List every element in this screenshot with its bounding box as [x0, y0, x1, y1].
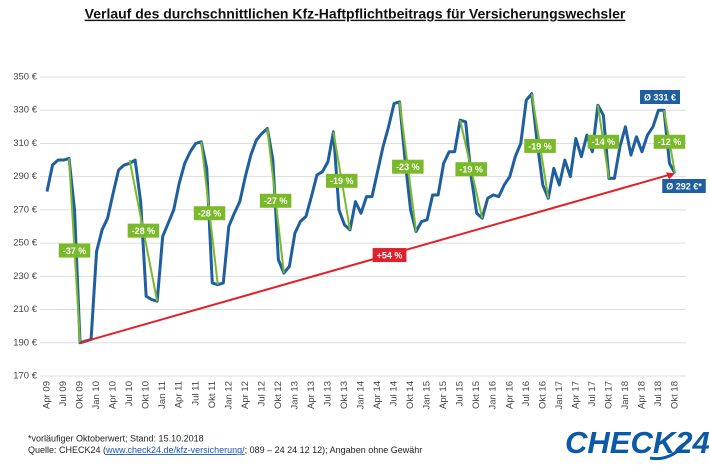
- x-tick-label: Jan 18: [620, 381, 631, 410]
- drop-label-box: [193, 206, 226, 221]
- x-tick-label: Apr 16: [504, 381, 515, 409]
- drop-label: -12 %: [653, 134, 686, 149]
- x-tick-label: Jul 09: [58, 381, 69, 406]
- y-tick-label: 230 €: [13, 271, 37, 282]
- x-tick-label: Okt 18: [670, 381, 681, 409]
- source-link[interactable]: www.check24.de/kfz-versicherung/: [105, 445, 245, 455]
- drop-label-box: [587, 134, 620, 149]
- drop-label-box: [653, 134, 686, 149]
- drop-label-box: [127, 223, 160, 238]
- x-tick-label: Jul 14: [389, 381, 400, 406]
- x-tick-label: Jul 18: [653, 381, 664, 406]
- x-tick-label: Okt 13: [339, 381, 350, 409]
- drop-label-text: -28 %: [198, 209, 222, 219]
- x-tick-label: Jul 13: [322, 381, 333, 406]
- drop-label-box: [455, 162, 487, 177]
- x-tick-label: Jan 17: [554, 381, 565, 410]
- average-label-text: Ø 331 €: [644, 92, 676, 102]
- x-tick-label: Okt 10: [141, 381, 152, 409]
- drop-label-text: -12 %: [658, 137, 682, 147]
- y-tick-label: 190 €: [13, 337, 37, 348]
- x-tick-label: Jan 15: [422, 381, 433, 410]
- x-tick-label: Okt 09: [75, 381, 86, 409]
- y-tick-label: 250 €: [13, 238, 37, 249]
- drop-label: -14 %: [587, 134, 620, 149]
- y-tick-label: 310 €: [13, 138, 37, 149]
- x-tick-label: Jan 13: [289, 381, 300, 410]
- x-tick-label: Jul 15: [455, 381, 466, 406]
- drop-label: -19 %: [524, 138, 556, 153]
- drop-label: -19 %: [325, 173, 358, 188]
- trend-label-box: [372, 248, 407, 263]
- average-label-text: Ø 292 €*: [666, 181, 702, 191]
- x-tick-label: Apr 18: [636, 381, 647, 409]
- x-tick-label: Jan 12: [223, 381, 234, 410]
- x-tick-label: Jul 17: [587, 381, 598, 406]
- drop-label-text: -19 %: [330, 176, 354, 186]
- x-tick-label: Apr 17: [570, 381, 581, 409]
- trend-label: +54 %: [372, 248, 407, 263]
- x-tick-label: Okt 16: [537, 381, 548, 409]
- source: Quelle: CHECK24 (www.check24.de/kfz-vers…: [28, 445, 422, 455]
- footnote: *vorläufiger Oktoberwert; Stand: 15.10.2…: [28, 433, 204, 443]
- x-tick-label: Jan 14: [356, 381, 367, 410]
- drop-label-box: [325, 173, 358, 188]
- drop-label-box: [392, 159, 424, 174]
- y-tick-label: 210 €: [13, 304, 37, 315]
- drop-label-text: -19 %: [528, 141, 552, 151]
- drop-label-text: -37 %: [63, 246, 87, 256]
- trend-label-text: +54 %: [377, 250, 403, 260]
- x-tick-label: Apr 10: [108, 381, 119, 409]
- x-tick-label: Jan 16: [488, 381, 499, 410]
- x-tick-label: Apr 12: [240, 381, 251, 409]
- x-tick-label: Okt 14: [405, 381, 416, 409]
- x-tick-label: Okt 17: [603, 381, 614, 409]
- drop-label-text: -23 %: [396, 162, 420, 172]
- drop-label-box: [58, 243, 91, 258]
- x-tick-label: Jul 12: [256, 381, 267, 406]
- x-tick-label: Okt 15: [471, 381, 482, 409]
- average-label: Ø 292 €*: [662, 179, 706, 193]
- x-tick-label: Jul 16: [521, 381, 532, 406]
- y-tick-label: 270 €: [13, 204, 37, 215]
- drop-label: -28 %: [193, 206, 226, 221]
- average-label-box: [662, 179, 706, 193]
- drop-label: -27 %: [259, 193, 292, 208]
- source-prefix: Quelle: CHECK24 (: [28, 445, 106, 455]
- average-label: Ø 331 €: [639, 90, 681, 104]
- chart-title: Verlauf des durchschnittlichen Kfz-Haftp…: [85, 6, 626, 22]
- drop-label-text: -28 %: [132, 226, 156, 236]
- drop-label-box: [524, 138, 556, 153]
- x-tick-label: Okt 11: [207, 381, 218, 408]
- drop-label: -23 %: [392, 159, 424, 174]
- drop-label: -19 %: [455, 162, 487, 177]
- x-tick-label: Apr 14: [372, 381, 383, 409]
- x-tick-label: Jul 11: [190, 381, 201, 406]
- drop-label: -28 %: [127, 223, 160, 238]
- average-label-box: [639, 90, 681, 104]
- x-tick-label: Okt 12: [273, 381, 284, 409]
- logo: CHECK24: [565, 425, 710, 460]
- x-tick-label: Jul 10: [124, 381, 135, 406]
- drop-label-text: -14 %: [592, 137, 616, 147]
- trend-arrowhead: [666, 172, 675, 180]
- x-tick-label: Apr 15: [438, 381, 449, 409]
- drop-label: -37 %: [58, 243, 91, 258]
- logo-swoosh: [649, 439, 690, 461]
- drop-label-box: [259, 193, 292, 208]
- y-tick-label: 350 €: [13, 72, 37, 83]
- x-tick-label: Apr 09: [42, 381, 53, 409]
- drop-label-text: -19 %: [459, 165, 483, 175]
- y-tick-label: 330 €: [13, 105, 37, 116]
- x-tick-label: Apr 13: [306, 381, 317, 409]
- drop-label-text: -27 %: [264, 196, 288, 206]
- x-tick-label: Jan 11: [157, 381, 168, 409]
- source-suffix: ; 089 – 24 24 12 12); Angaben ohne Gewäh…: [245, 445, 423, 455]
- y-tick-label: 170 €: [13, 371, 37, 382]
- y-tick-label: 290 €: [13, 171, 37, 182]
- x-tick-label: Apr 11: [174, 381, 185, 408]
- x-tick-label: Jan 10: [91, 381, 102, 410]
- line: [45, 92, 677, 345]
